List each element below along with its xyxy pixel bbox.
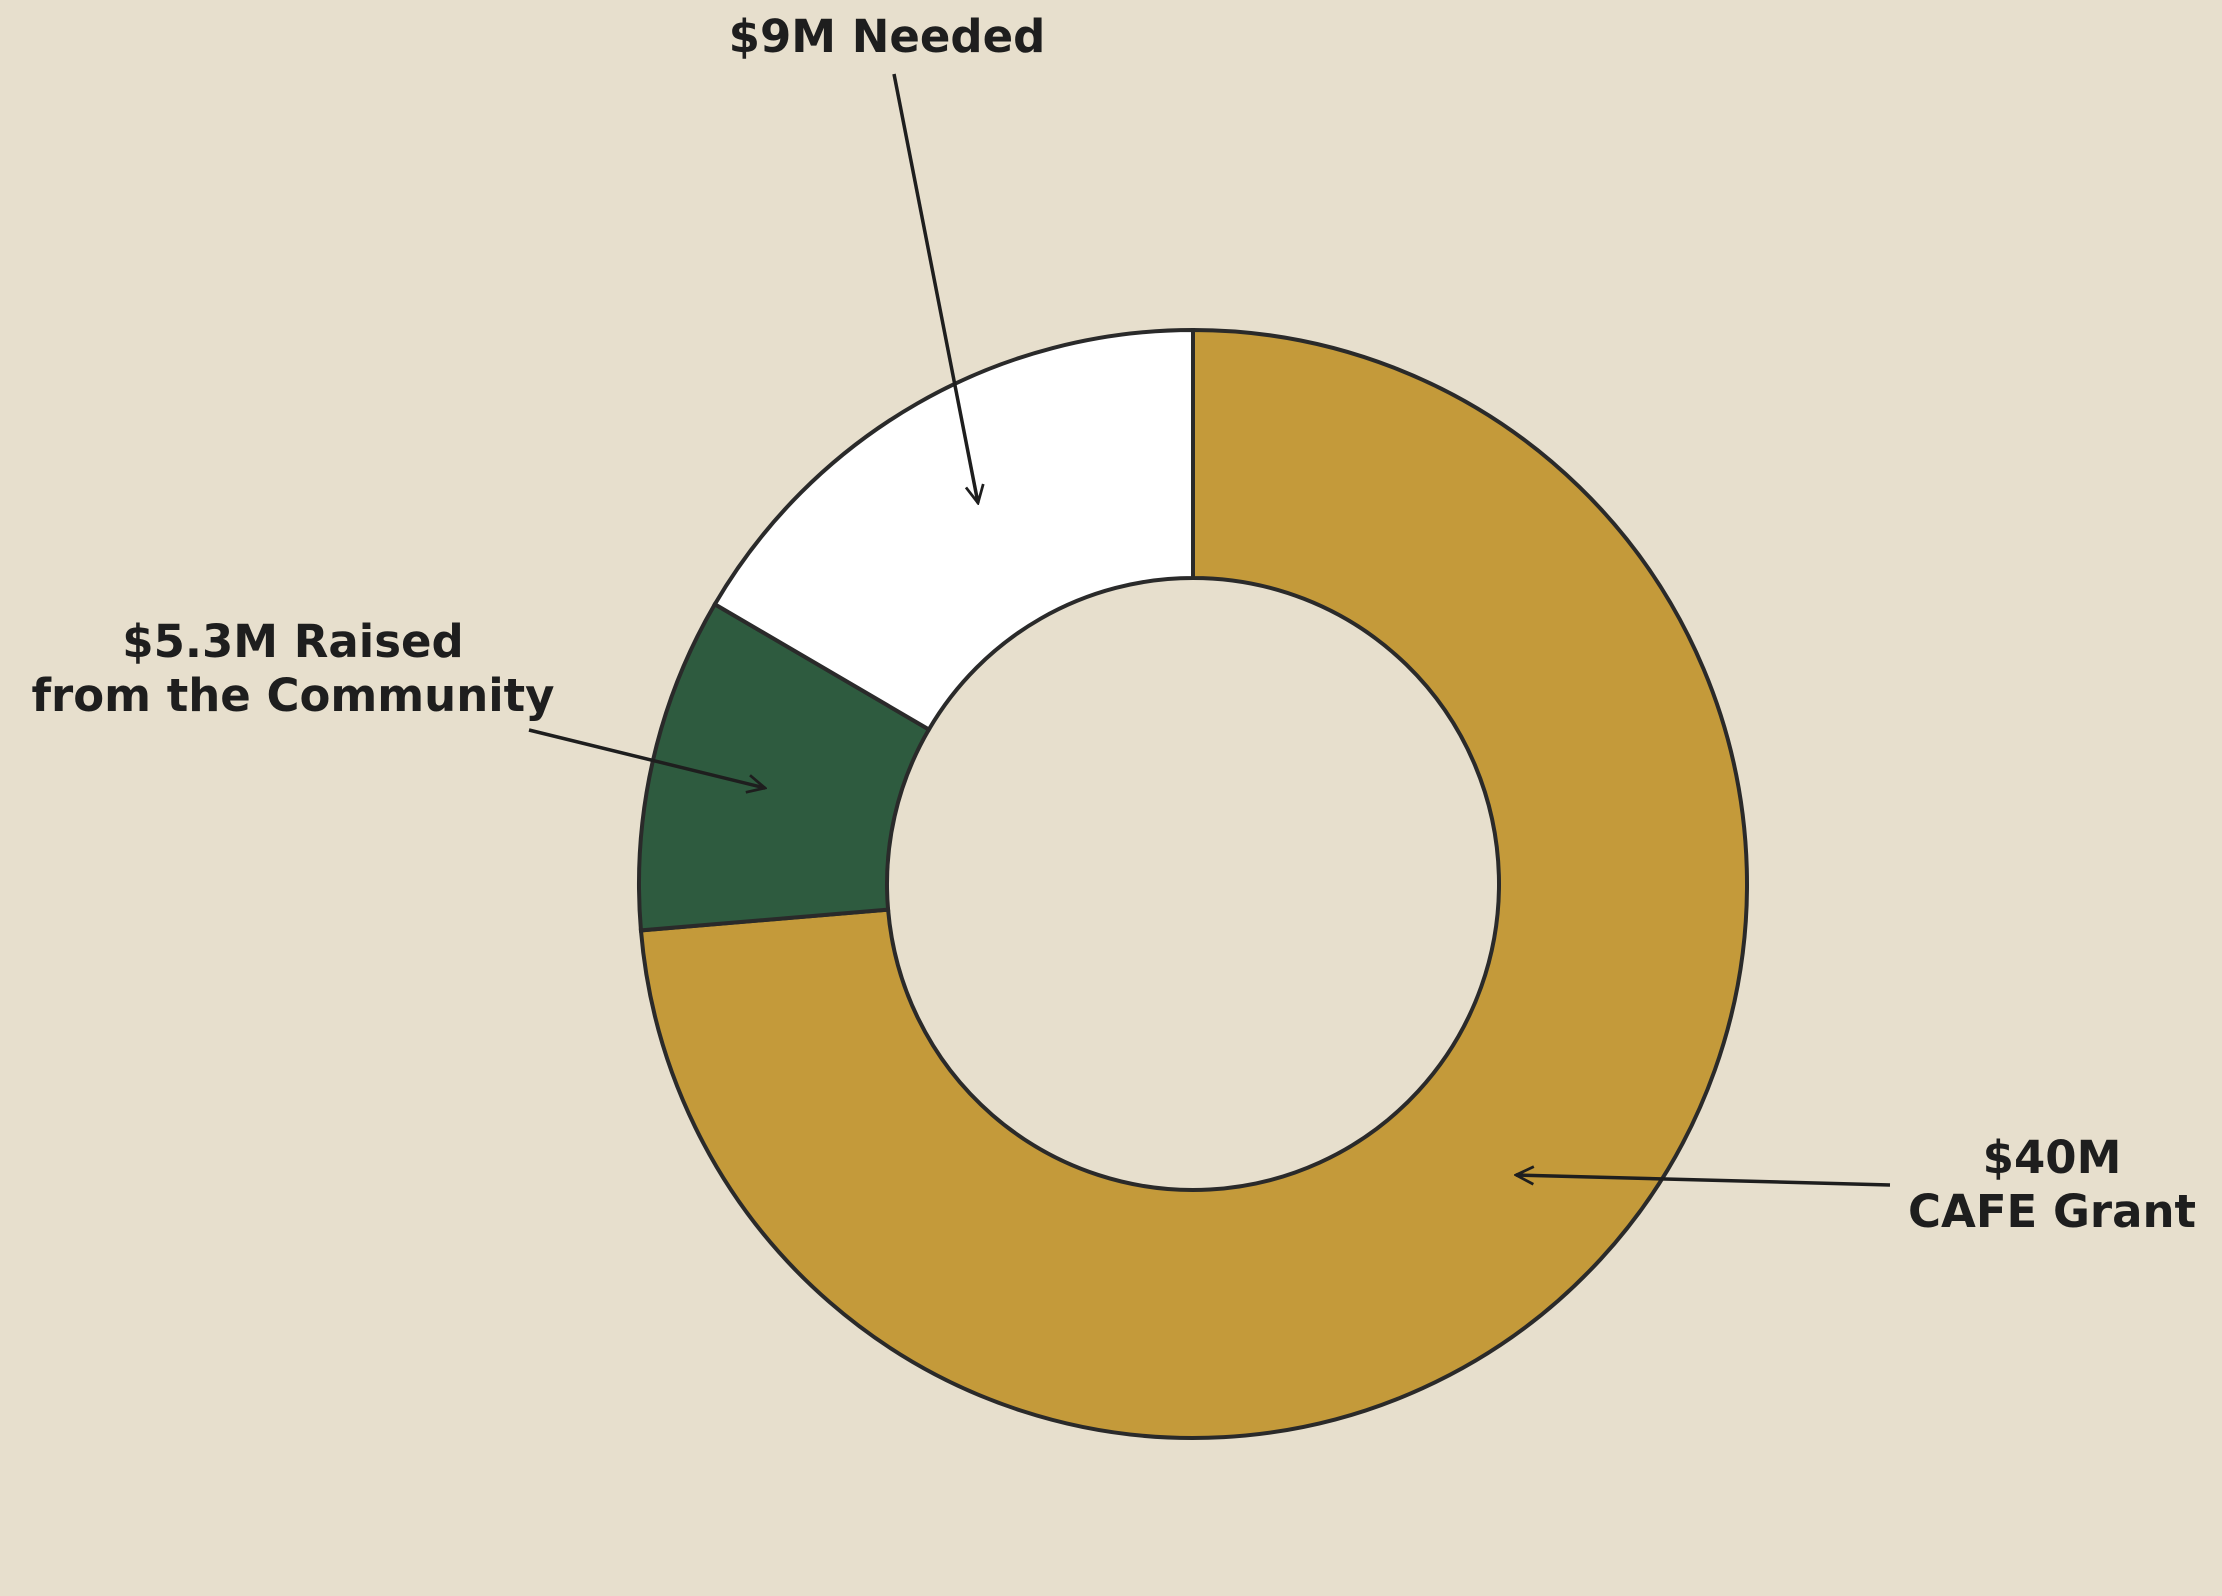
- donut-segment: [712, 327, 1195, 733]
- donut-segment: [638, 327, 1749, 1440]
- donut-segment: [637, 601, 932, 933]
- annotation-label: from the Community: [31, 669, 554, 722]
- annotation-arrow: [892, 73, 978, 503]
- annotation-arrow: [528, 728, 765, 788]
- annotation-arrow: [1516, 1175, 1891, 1187]
- annotation-label: $9M Needed: [729, 10, 1046, 63]
- annotation-label: $40M: [1983, 1131, 2122, 1184]
- annotation-label: CAFE Grant: [1908, 1185, 2196, 1238]
- annotation-label: $5.3M Raised: [122, 615, 463, 668]
